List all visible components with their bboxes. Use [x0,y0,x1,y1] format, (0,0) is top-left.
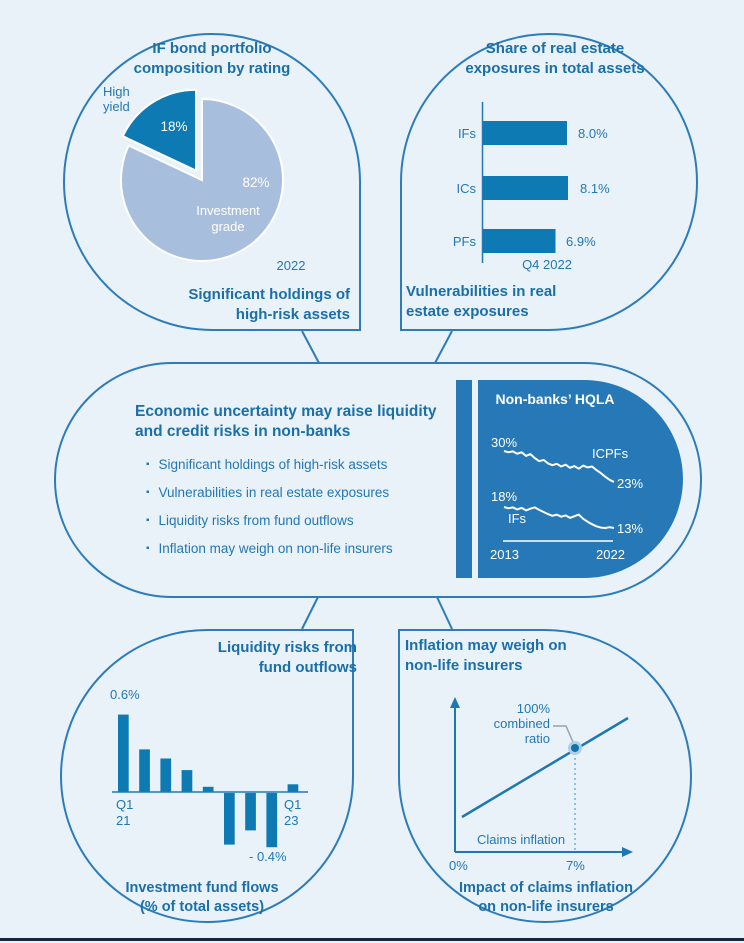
bullet-fund-outflows: ▪ Liquidity risks from fund outflows [146,513,354,528]
fund-flow-bars [118,714,299,848]
x-tick-label: 7% [566,858,585,873]
value-label-ifs: 8.0% [578,126,608,141]
fund-flow-bar-5 [224,793,235,845]
value-label-ics: 8.1% [580,181,610,196]
bubble-bottom-right-outline [398,629,692,923]
pie-slice-high-yield [121,88,198,173]
hqla-if-start-value: 18% [491,489,518,504]
hqla-x-start-label: 2013 [490,547,519,562]
center-title: Economic uncertainty may raise liquidity… [135,403,437,440]
hqla-line-IFs [503,506,615,529]
bottom-left-caption: Investment fund flows (% of total assets… [125,880,279,915]
fund-flow-x-first: Q1 21 [116,797,134,828]
square-bullet-icon: ▪ [146,487,150,498]
bubble-bottom-left-outline [60,629,354,923]
value-label-pfs: 6.9% [566,234,596,249]
category-label-ifs: IFs [457,126,476,141]
pie-slice-investment-grade [120,97,284,262]
fund-flow-bar-0 [118,714,129,792]
real-estate-period: Q4 2022 [522,257,572,272]
bar-ICs [483,176,568,200]
connector-bottom-left [301,596,319,630]
bubble-top-right-outline [400,33,698,331]
hqla-icpf-start-value: 30% [491,435,518,450]
hqla-icpf-end-value: 23% [617,476,644,491]
fund-outflows-title: Liquidity risks from fund outflows [217,639,357,676]
x-origin-label: 0% [449,858,468,873]
fund-flow-peak-label: 0.6% [110,687,140,702]
bullet-real-estate: ▪ Vulnerabilities in real estate exposure… [146,485,390,500]
real-estate-title: Share of real estate exposures in total … [465,40,645,77]
fund-flow-bar-2 [160,758,172,792]
hqla-panel [478,380,683,578]
fund-flow-bar-6 [245,793,256,831]
concept-x-arrowhead [622,847,633,857]
real-estate-bars [483,121,568,253]
bubble-top-left-outline [63,33,361,331]
high-yield-label: High yield [103,84,130,114]
hqla-if-series-label: IFs [508,511,527,526]
claims-inflation-label: Claims inflation [477,832,566,847]
fund-flow-x-last: Q1 23 [284,797,302,828]
bar-PFs [483,229,556,253]
concept-y-arrowhead [450,697,460,708]
center-bullet-list: ▪ Significant holdings of high-risk asset… [146,456,393,568]
combined-ratio-callout: 100% combined ratio [493,701,550,746]
fund-flow-bar-7 [266,793,278,848]
square-bullet-icon: ▪ [146,543,150,554]
bullet-high-risk-assets: ▪ Significant holdings of high-risk asset… [146,457,388,472]
hqla-side-bar [456,380,472,578]
top-right-caption: Vulnerabilities in real estate exposures [406,283,557,320]
connector-top-left [301,330,320,364]
hqla-icpf-series-label: ICPFs [592,446,629,461]
fund-flow-trough-label: - 0.4% [249,849,287,864]
square-bullet-icon: ▪ [146,515,150,526]
pie-year-label: 2022 [276,258,306,273]
category-label-ics: ICs [456,181,477,196]
investment-grade-value: 82% [242,175,270,190]
pie-chart-title: IF bond portfolio composition by rating [133,40,291,77]
inflation-title: Inflation may weigh on non-life insurers [405,637,567,674]
category-label-pfs: PFs [452,234,476,249]
fund-flow-bar-1 [139,749,150,792]
bottom-right-caption: Impact of claims inflation on non-life i… [458,880,634,915]
high-yield-value: 18% [160,119,188,134]
square-bullet-icon: ▪ [146,459,150,470]
connector-bottom-right [436,596,453,630]
fund-flow-bar-8 [287,784,299,792]
fund-flow-bar-4 [202,786,214,792]
top-left-caption: Significant holdings of high-risk assets [188,286,350,323]
fund-flow-bar-3 [181,770,193,792]
hqla-title: Non-banks’ HQLA [495,391,615,407]
bullet-inflation: ▪ Inflation may weigh on non-life insurer… [146,541,393,556]
hqla-if-end-value: 13% [617,521,644,536]
bar-IFs [483,121,567,145]
bottom-rule [0,938,744,941]
hqla-x-end-label: 2022 [596,547,625,562]
connector-top-right [434,330,453,364]
concept-point [571,744,579,752]
investment-grade-label: Investment grade [196,203,260,234]
hqla-lines [503,450,615,529]
hqla-line-ICPFs [503,450,615,483]
concept-trend-line [461,716,629,819]
bubble-center-outline [54,362,702,598]
callout-connector [553,725,574,743]
